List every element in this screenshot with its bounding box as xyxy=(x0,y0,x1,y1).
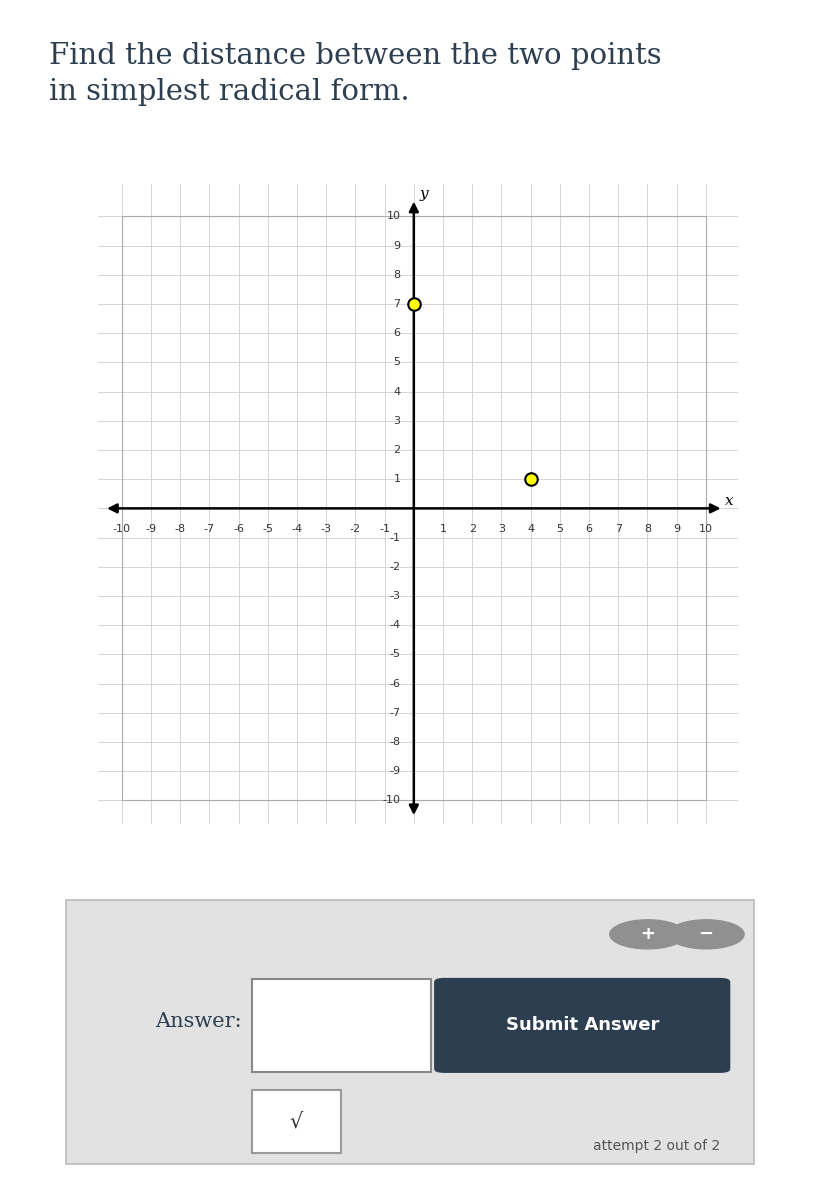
Text: −: − xyxy=(698,925,713,943)
Text: Submit Answer: Submit Answer xyxy=(505,1016,658,1034)
Text: Answer:: Answer: xyxy=(155,1012,242,1031)
Text: √: √ xyxy=(289,1111,302,1132)
Text: -4: -4 xyxy=(291,524,302,534)
Text: 1: 1 xyxy=(439,524,446,534)
Text: -8: -8 xyxy=(389,737,400,748)
FancyBboxPatch shape xyxy=(433,978,730,1073)
Text: 1: 1 xyxy=(393,474,400,484)
Text: +: + xyxy=(640,925,654,943)
Text: 2: 2 xyxy=(468,524,475,534)
Circle shape xyxy=(609,919,685,949)
Text: attempt 2 out of 2: attempt 2 out of 2 xyxy=(592,1140,719,1153)
FancyBboxPatch shape xyxy=(66,900,753,1164)
Text: 3: 3 xyxy=(497,524,505,534)
Text: 10: 10 xyxy=(698,524,712,534)
Text: 5: 5 xyxy=(555,524,563,534)
Text: 3: 3 xyxy=(393,415,400,426)
Text: 4: 4 xyxy=(527,524,533,534)
Text: -4: -4 xyxy=(389,620,400,630)
Text: Find the distance between the two points: Find the distance between the two points xyxy=(49,42,661,70)
Text: 2: 2 xyxy=(393,445,400,455)
FancyBboxPatch shape xyxy=(251,1090,341,1153)
Text: 6: 6 xyxy=(393,328,400,338)
Text: 5: 5 xyxy=(393,358,400,367)
FancyBboxPatch shape xyxy=(251,979,430,1072)
Text: -10: -10 xyxy=(113,524,130,534)
Text: y: y xyxy=(419,187,428,202)
Text: -7: -7 xyxy=(204,524,215,534)
Text: 8: 8 xyxy=(643,524,650,534)
Text: -6: -6 xyxy=(389,679,400,689)
Text: in simplest radical form.: in simplest radical form. xyxy=(49,78,410,106)
Text: -8: -8 xyxy=(174,524,186,534)
Text: -3: -3 xyxy=(389,590,400,601)
Text: 4: 4 xyxy=(393,386,400,396)
Text: 8: 8 xyxy=(393,270,400,280)
Text: -1: -1 xyxy=(378,524,390,534)
Text: 7: 7 xyxy=(614,524,621,534)
Text: 10: 10 xyxy=(387,211,400,221)
Text: -9: -9 xyxy=(145,524,156,534)
Text: -2: -2 xyxy=(389,562,400,571)
Text: -6: -6 xyxy=(233,524,244,534)
Text: 9: 9 xyxy=(393,240,400,251)
Text: -1: -1 xyxy=(389,533,400,542)
Circle shape xyxy=(667,919,743,949)
Text: -2: -2 xyxy=(350,524,360,534)
Text: 9: 9 xyxy=(672,524,680,534)
Text: -7: -7 xyxy=(389,708,400,718)
Text: -9: -9 xyxy=(389,767,400,776)
Text: 7: 7 xyxy=(393,299,400,308)
Text: x: x xyxy=(724,494,733,508)
Text: -5: -5 xyxy=(389,649,400,660)
Text: -10: -10 xyxy=(382,796,400,805)
Text: 6: 6 xyxy=(585,524,592,534)
Text: -5: -5 xyxy=(262,524,273,534)
Text: -3: -3 xyxy=(320,524,332,534)
